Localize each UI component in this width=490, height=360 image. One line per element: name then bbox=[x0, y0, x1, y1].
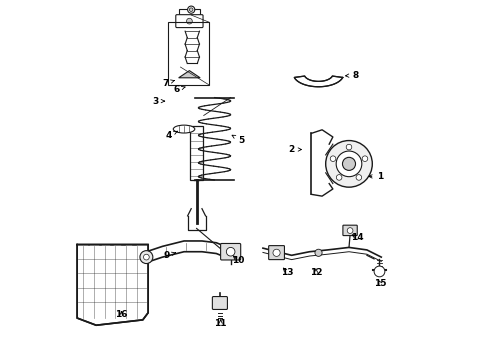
Text: 16: 16 bbox=[115, 310, 127, 319]
Circle shape bbox=[343, 157, 356, 170]
Text: 11: 11 bbox=[214, 319, 227, 328]
FancyBboxPatch shape bbox=[176, 15, 203, 28]
Text: 2: 2 bbox=[289, 145, 301, 154]
Circle shape bbox=[356, 175, 362, 180]
Circle shape bbox=[315, 249, 322, 256]
Circle shape bbox=[326, 140, 372, 187]
Circle shape bbox=[362, 156, 368, 162]
Text: 6: 6 bbox=[173, 85, 185, 94]
FancyBboxPatch shape bbox=[190, 126, 203, 180]
Circle shape bbox=[374, 266, 385, 277]
Circle shape bbox=[273, 249, 280, 256]
Text: 4: 4 bbox=[166, 131, 177, 140]
FancyBboxPatch shape bbox=[343, 225, 357, 235]
Polygon shape bbox=[179, 71, 200, 78]
FancyBboxPatch shape bbox=[269, 246, 285, 260]
Text: 7: 7 bbox=[162, 79, 174, 88]
Circle shape bbox=[190, 8, 193, 12]
Circle shape bbox=[346, 144, 352, 150]
Text: 10: 10 bbox=[232, 256, 245, 265]
Ellipse shape bbox=[173, 125, 195, 133]
Circle shape bbox=[140, 251, 153, 264]
Bar bbox=[168, 22, 209, 85]
FancyBboxPatch shape bbox=[220, 243, 241, 260]
Text: 5: 5 bbox=[232, 135, 245, 145]
Text: 15: 15 bbox=[374, 279, 387, 288]
Text: 9: 9 bbox=[164, 251, 175, 260]
Circle shape bbox=[336, 151, 362, 177]
Text: 1: 1 bbox=[369, 172, 384, 181]
Text: 12: 12 bbox=[310, 268, 322, 277]
Circle shape bbox=[144, 254, 149, 260]
Text: 8: 8 bbox=[345, 71, 359, 80]
Circle shape bbox=[347, 228, 353, 233]
Text: 13: 13 bbox=[281, 268, 294, 277]
FancyBboxPatch shape bbox=[212, 297, 227, 310]
Polygon shape bbox=[294, 76, 343, 87]
Circle shape bbox=[330, 156, 336, 162]
Text: 3: 3 bbox=[152, 96, 165, 105]
Circle shape bbox=[187, 18, 192, 24]
Circle shape bbox=[336, 175, 342, 180]
Text: 14: 14 bbox=[350, 233, 363, 242]
FancyBboxPatch shape bbox=[179, 9, 200, 15]
Polygon shape bbox=[77, 244, 148, 325]
Circle shape bbox=[188, 6, 195, 13]
Circle shape bbox=[226, 247, 235, 256]
